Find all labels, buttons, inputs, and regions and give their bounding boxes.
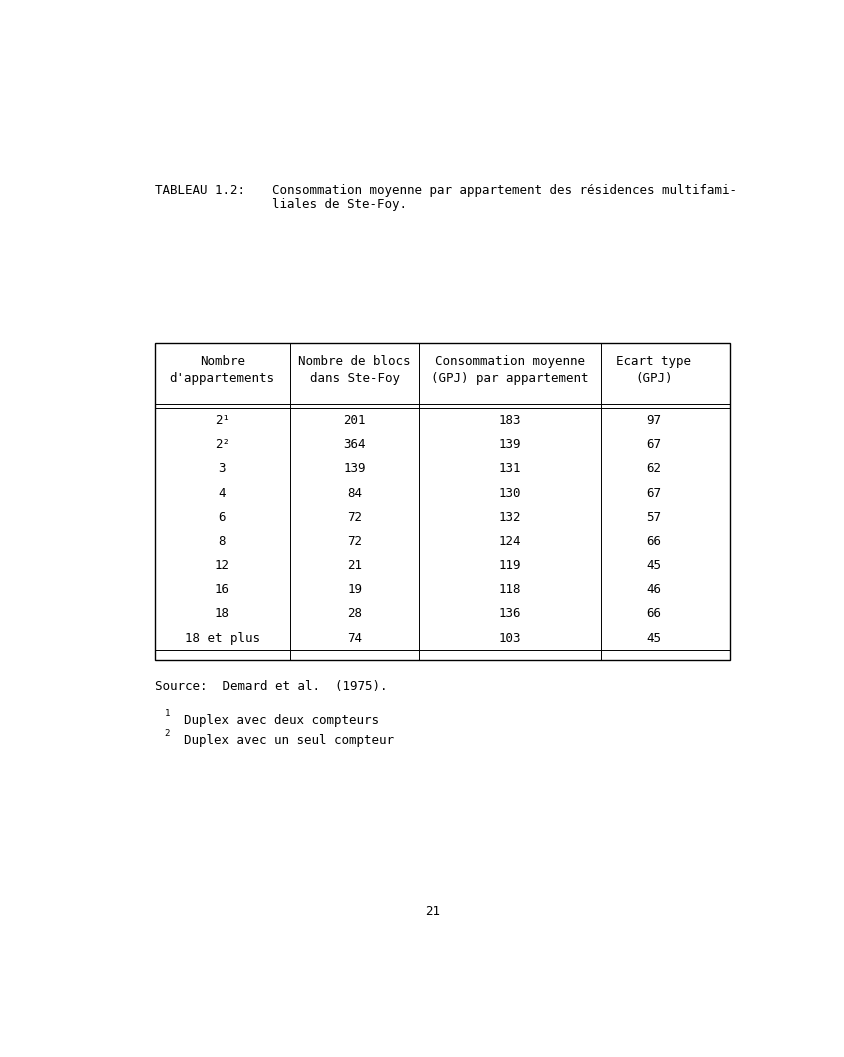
Text: 66: 66 xyxy=(647,535,662,548)
Text: 67: 67 xyxy=(647,439,662,451)
Text: 74: 74 xyxy=(347,632,362,645)
Text: 18: 18 xyxy=(214,608,230,620)
Text: 46: 46 xyxy=(647,583,662,596)
Text: 2¹: 2¹ xyxy=(214,414,230,427)
Text: 16: 16 xyxy=(214,583,230,596)
Text: 19: 19 xyxy=(347,583,362,596)
Text: 97: 97 xyxy=(647,414,662,427)
Text: 72: 72 xyxy=(347,535,362,548)
Text: 139: 139 xyxy=(499,439,522,451)
Text: 124: 124 xyxy=(499,535,522,548)
Text: 103: 103 xyxy=(499,632,522,645)
Text: 2²: 2² xyxy=(214,439,230,451)
Text: 201: 201 xyxy=(344,414,365,427)
Text: 139: 139 xyxy=(344,462,365,476)
Text: 364: 364 xyxy=(344,439,365,451)
Text: Consommation moyenne par appartement des résidences multifami-: Consommation moyenne par appartement des… xyxy=(273,184,738,197)
Text: 28: 28 xyxy=(347,608,362,620)
Text: 119: 119 xyxy=(499,559,522,572)
Text: liales de Ste-Foy.: liales de Ste-Foy. xyxy=(273,199,408,211)
Text: Ecart type
(GPJ): Ecart type (GPJ) xyxy=(616,355,691,385)
Text: 130: 130 xyxy=(499,486,522,500)
Text: 66: 66 xyxy=(647,608,662,620)
Text: 4: 4 xyxy=(219,486,226,500)
Text: 57: 57 xyxy=(647,511,662,523)
Text: 2: 2 xyxy=(165,729,170,738)
Text: 1: 1 xyxy=(165,709,170,718)
Text: 136: 136 xyxy=(499,608,522,620)
Text: 45: 45 xyxy=(647,632,662,645)
Text: Source:  Demard et al.  (1975).: Source: Demard et al. (1975). xyxy=(154,681,387,693)
Text: 131: 131 xyxy=(499,462,522,476)
Text: 8: 8 xyxy=(219,535,226,548)
Text: 6: 6 xyxy=(219,511,226,523)
Text: 21: 21 xyxy=(347,559,362,572)
Text: 12: 12 xyxy=(214,559,230,572)
Text: 45: 45 xyxy=(647,559,662,572)
Text: 62: 62 xyxy=(647,462,662,476)
Text: 183: 183 xyxy=(499,414,522,427)
Text: 132: 132 xyxy=(499,511,522,523)
Text: Consommation moyenne
(GPJ) par appartement: Consommation moyenne (GPJ) par apparteme… xyxy=(431,355,589,385)
Text: 67: 67 xyxy=(647,486,662,500)
Text: 72: 72 xyxy=(347,511,362,523)
Text: 21: 21 xyxy=(425,905,440,917)
Text: 118: 118 xyxy=(499,583,522,596)
Text: Nombre de blocs
dans Ste-Foy: Nombre de blocs dans Ste-Foy xyxy=(298,355,411,385)
Text: Nombre
d'appartements: Nombre d'appartements xyxy=(170,355,274,385)
Text: 18 et plus: 18 et plus xyxy=(185,632,260,645)
Text: TABLEAU 1.2:: TABLEAU 1.2: xyxy=(154,184,245,197)
Text: 3: 3 xyxy=(219,462,226,476)
Text: Duplex avec un seul compteur: Duplex avec un seul compteur xyxy=(184,734,394,747)
Text: Duplex avec deux compteurs: Duplex avec deux compteurs xyxy=(184,713,379,726)
Text: 84: 84 xyxy=(347,486,362,500)
